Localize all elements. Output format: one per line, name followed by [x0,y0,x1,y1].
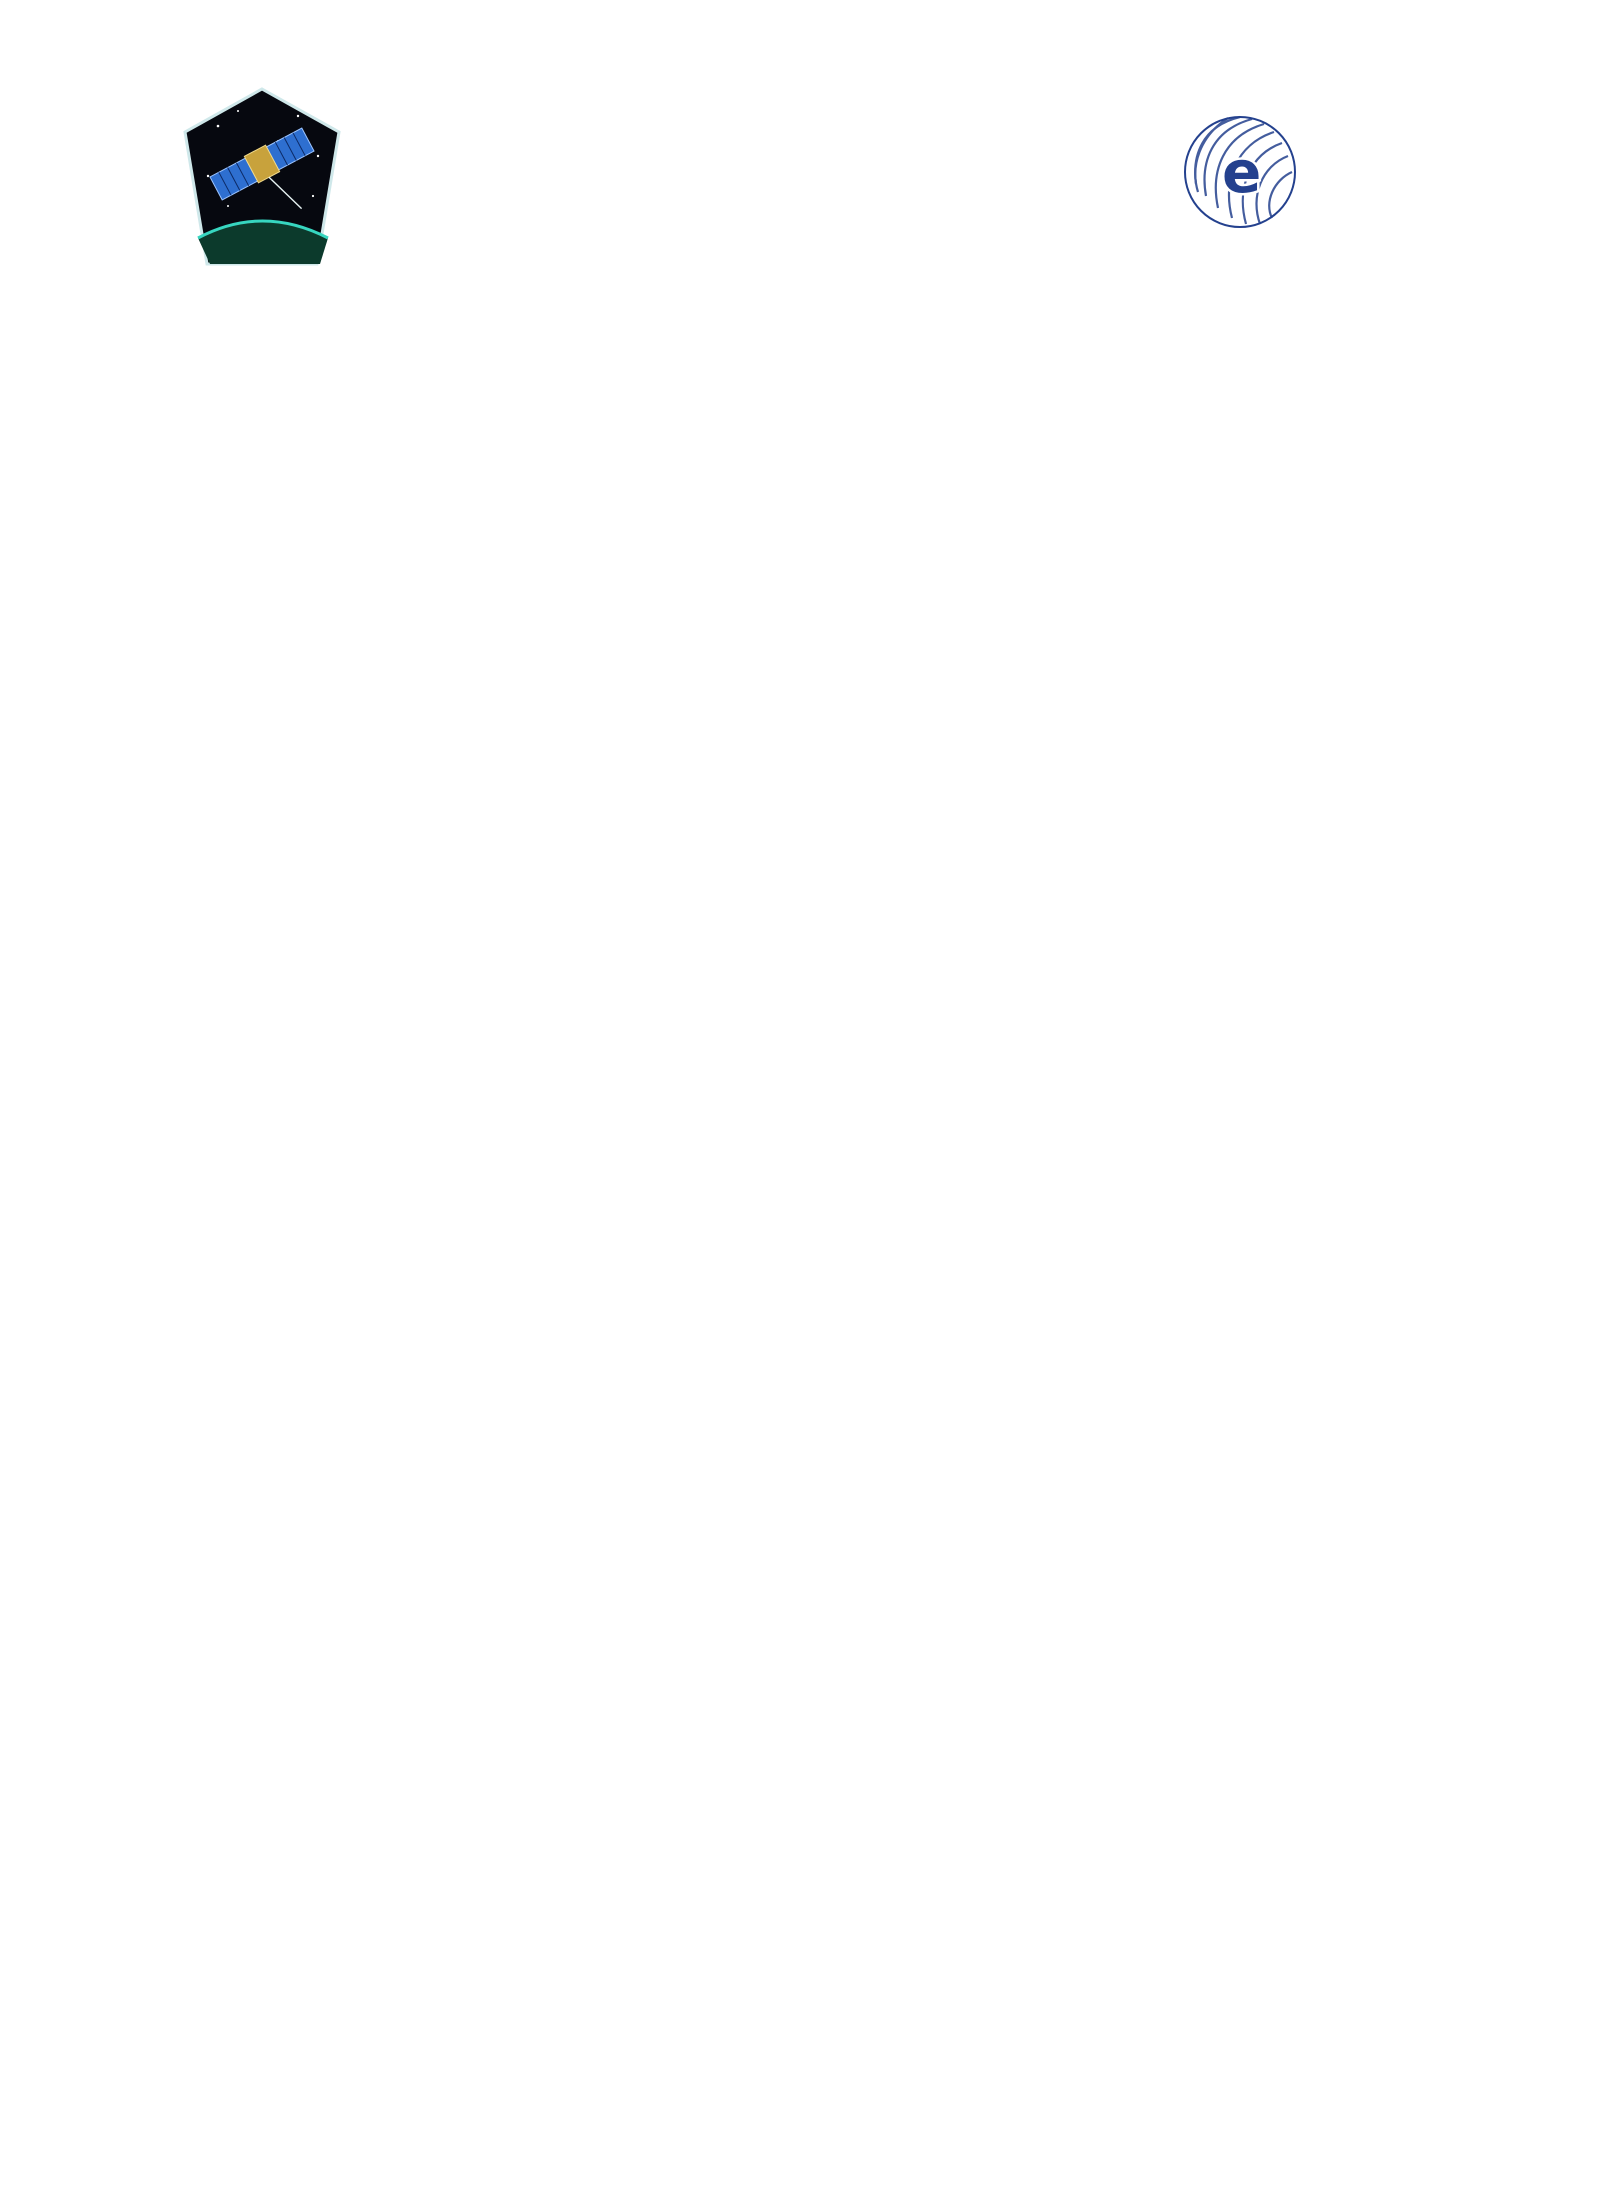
svg-text:e: e [1222,138,1261,206]
patch-satellite-icon [209,127,315,210]
cassiope-mission-patch [183,87,341,266]
patch-earth [198,221,328,264]
patch-aurora [197,219,329,240]
esa-emblem-icon: e [1184,115,1296,228]
esa-logo: e [1182,94,1482,254]
cer-current-plot [0,1150,1600,1950]
ground-track-map [198,293,1439,980]
